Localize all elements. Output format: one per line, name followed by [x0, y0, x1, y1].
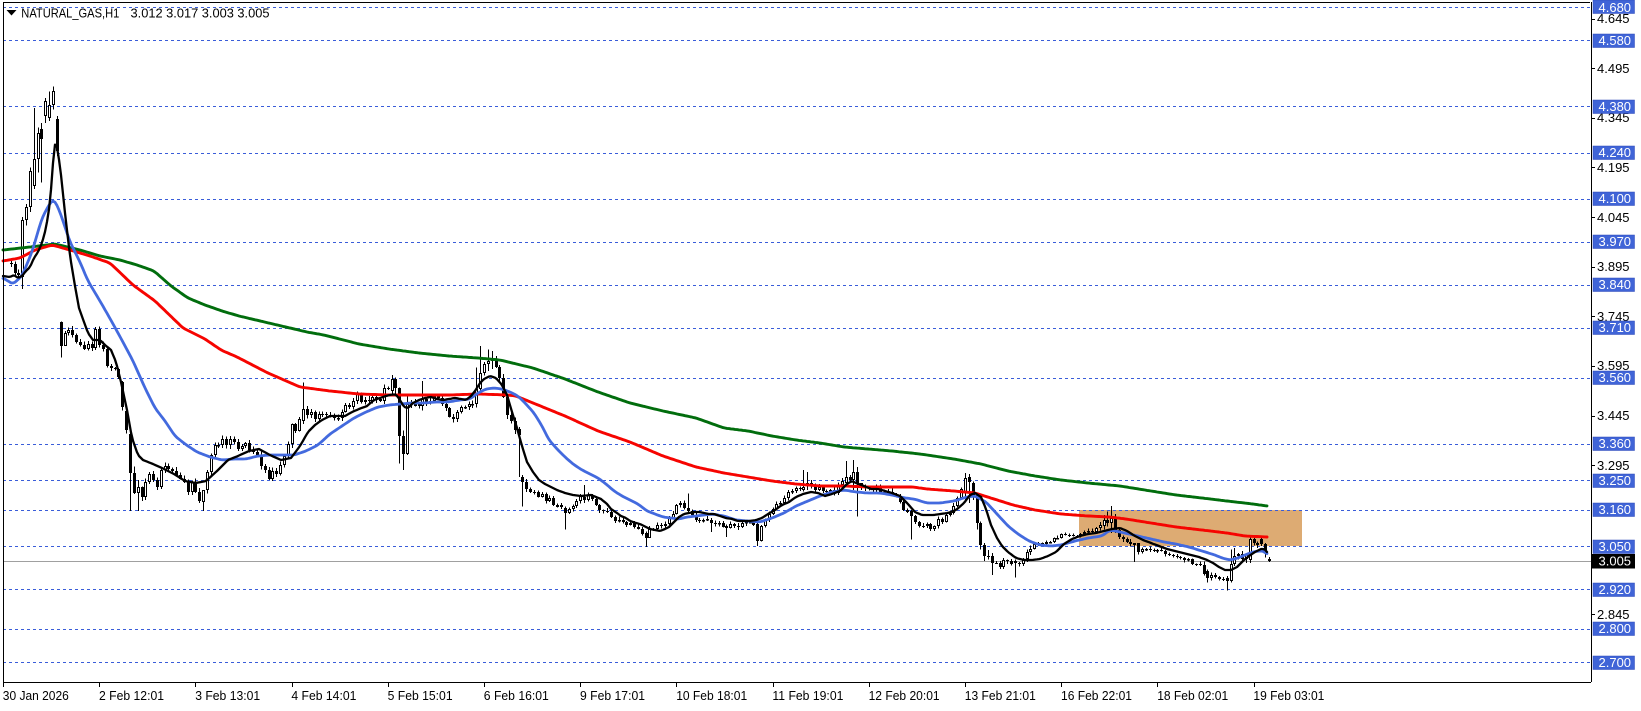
svg-text:4.240: 4.240	[1599, 145, 1632, 160]
svg-text:3.360: 3.360	[1599, 436, 1632, 451]
svg-text:3.840: 3.840	[1599, 277, 1632, 292]
svg-text:2.920: 2.920	[1599, 582, 1632, 597]
svg-text:2.800: 2.800	[1599, 621, 1632, 636]
svg-text:6 Feb 16:01: 6 Feb 16:01	[484, 688, 549, 703]
svg-text:3.160: 3.160	[1599, 502, 1632, 517]
svg-text:18 Feb 02:01: 18 Feb 02:01	[1157, 688, 1228, 703]
svg-text:3.970: 3.970	[1599, 234, 1632, 249]
svg-text:2 Feb 12:01: 2 Feb 12:01	[99, 688, 164, 703]
svg-text:4.680: 4.680	[1599, 0, 1632, 15]
svg-text:NATURAL_GAS,H1: NATURAL_GAS,H1	[21, 6, 119, 21]
svg-text:3 Feb 13:01: 3 Feb 13:01	[195, 688, 260, 703]
svg-text:10 Feb 18:01: 10 Feb 18:01	[676, 688, 747, 703]
svg-text:12 Feb 20:01: 12 Feb 20:01	[869, 688, 940, 703]
svg-text:3.560: 3.560	[1599, 370, 1632, 385]
svg-text:3.012 3.017 3.003 3.005: 3.012 3.017 3.003 3.005	[131, 6, 270, 21]
svg-text:4.495: 4.495	[1597, 61, 1630, 76]
svg-text:3.250: 3.250	[1599, 473, 1632, 488]
svg-text:3.050: 3.050	[1599, 539, 1632, 554]
svg-text:3.710: 3.710	[1599, 320, 1632, 335]
svg-text:3.895: 3.895	[1597, 259, 1630, 274]
svg-text:9 Feb 17:01: 9 Feb 17:01	[580, 688, 645, 703]
svg-text:3.445: 3.445	[1597, 408, 1630, 423]
svg-text:4.380: 4.380	[1599, 99, 1632, 114]
svg-text:30 Jan 2026: 30 Jan 2026	[3, 688, 69, 703]
svg-text:4.100: 4.100	[1599, 191, 1632, 206]
svg-text:4.580: 4.580	[1599, 33, 1632, 48]
svg-text:3.295: 3.295	[1597, 458, 1630, 473]
svg-text:11 Feb 19:01: 11 Feb 19:01	[772, 688, 843, 703]
svg-text:2.700: 2.700	[1599, 655, 1632, 670]
svg-text:4 Feb 14:01: 4 Feb 14:01	[291, 688, 356, 703]
svg-text:16 Feb 22:01: 16 Feb 22:01	[1061, 688, 1132, 703]
svg-text:13 Feb 21:01: 13 Feb 21:01	[965, 688, 1036, 703]
svg-text:3.005: 3.005	[1599, 554, 1632, 569]
svg-text:19 Feb 03:01: 19 Feb 03:01	[1253, 688, 1324, 703]
svg-text:4.045: 4.045	[1597, 210, 1630, 225]
svg-text:5 Feb 15:01: 5 Feb 15:01	[388, 688, 453, 703]
svg-text:2.845: 2.845	[1597, 607, 1630, 622]
svg-text:4.195: 4.195	[1597, 160, 1630, 175]
